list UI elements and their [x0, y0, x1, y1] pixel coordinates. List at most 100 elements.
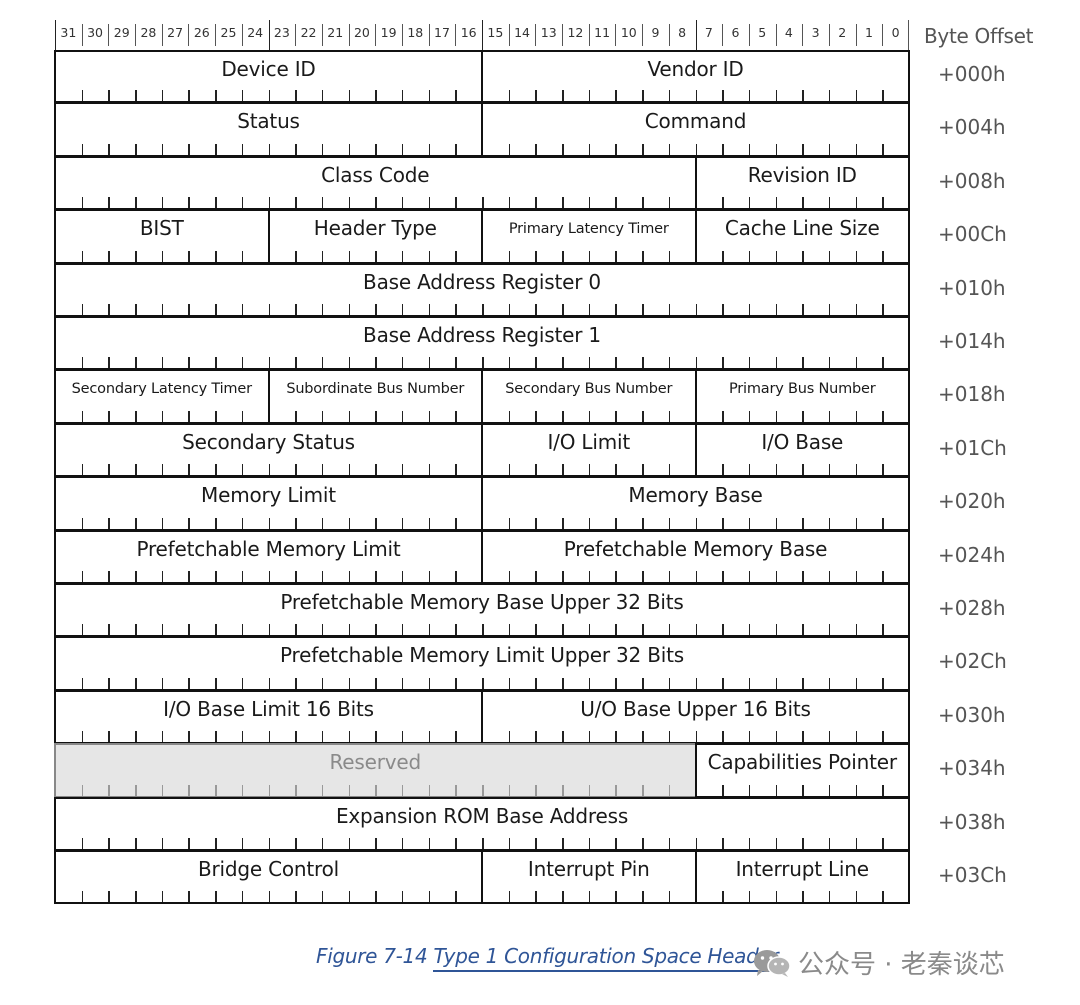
bit-tick — [882, 197, 884, 209]
bit-tick — [775, 90, 778, 102]
bit-tick — [188, 143, 190, 155]
register-grid: Device ID Vendor ID Status Command Class Cod… — [54, 50, 910, 905]
register-field: Memory Base — [481, 476, 910, 531]
bit-tick — [108, 250, 110, 262]
bit-tick — [375, 731, 377, 743]
bit-tick — [215, 677, 217, 689]
bit-tick — [642, 410, 644, 422]
bit-tick — [855, 891, 858, 903]
bit-tick — [321, 303, 324, 315]
bit-ticks — [697, 888, 909, 903]
bit-tick — [722, 677, 724, 689]
bit-ticks — [483, 515, 908, 529]
bit-ticks — [56, 194, 695, 209]
register-field: U/O Base Upper 16 Bits — [481, 689, 910, 745]
bit-tick — [695, 677, 697, 689]
bit-tick — [588, 517, 591, 529]
bit-number: 11 — [594, 25, 611, 40]
bit-tick — [401, 517, 404, 529]
bit-ticks — [56, 728, 481, 743]
bit-tick — [775, 250, 778, 262]
bit-tick — [375, 677, 377, 689]
bit-tick — [668, 197, 671, 209]
register-row: Prefetchable Memory Base Upper 32 Bits — [54, 583, 910, 638]
bit-tick — [722, 410, 724, 422]
bit-tick — [882, 90, 884, 102]
bit-tick — [775, 677, 778, 689]
bit-tick — [428, 303, 431, 315]
bit-tick — [428, 731, 431, 743]
bit-tick — [668, 250, 671, 262]
bit-tick — [428, 624, 431, 636]
bit-tick — [642, 891, 644, 903]
field-label: Prefetchable Memory Limit Upper 32 Bits — [280, 643, 684, 668]
bit-tick — [535, 731, 537, 743]
bit-tick — [135, 197, 137, 209]
bit-tick — [161, 250, 164, 262]
bit-tick — [588, 570, 591, 582]
bit-tick — [482, 837, 484, 849]
field-label: Header Type — [313, 216, 437, 241]
bit-separator — [348, 24, 350, 46]
bit-tick — [828, 410, 831, 422]
bit-ticks — [56, 354, 908, 369]
bit-tick — [268, 837, 270, 849]
bit-tick — [588, 90, 591, 102]
bit-number: 13 — [540, 25, 557, 40]
bit-separator — [535, 24, 537, 46]
bit-tick — [428, 784, 431, 796]
bit-tick — [775, 517, 778, 529]
byte-offset: +008h — [938, 168, 1006, 193]
bit-tick — [828, 624, 831, 636]
bit-tick — [348, 90, 351, 102]
bit-tick — [81, 143, 84, 155]
bit-tick — [108, 197, 110, 209]
bit-tick — [508, 197, 511, 209]
bit-tick — [775, 624, 778, 636]
byte-offset: +024h — [938, 542, 1006, 567]
bit-tick — [535, 624, 537, 636]
bit-tick — [375, 517, 377, 529]
bit-tick — [562, 303, 564, 315]
bit-tick — [535, 410, 537, 422]
bit-tick — [321, 677, 324, 689]
bit-tick — [748, 677, 751, 689]
bit-tick — [161, 410, 164, 422]
bit-tick — [455, 891, 457, 903]
bit-tick — [375, 357, 377, 369]
bit-tick — [855, 570, 858, 582]
bit-tick — [642, 464, 644, 476]
bit-ticks — [56, 621, 908, 636]
register-row: Secondary Latency Timer Subordinate Bus N… — [54, 369, 910, 424]
bit-tick — [135, 837, 137, 849]
bit-tick — [615, 357, 617, 369]
bit-tick — [241, 90, 244, 102]
bit-tick — [135, 570, 137, 582]
bit-tick — [348, 677, 351, 689]
bit-tick — [642, 677, 644, 689]
bit-tick — [295, 624, 297, 636]
bit-tick — [722, 250, 724, 262]
field-label: Memory Base — [628, 483, 763, 508]
field-label: Secondary Bus Number — [505, 381, 673, 398]
bit-tick — [188, 90, 190, 102]
bit-tick — [401, 624, 404, 636]
bit-tick — [268, 143, 270, 155]
bit-tick — [748, 90, 751, 102]
byte-offset: +03Ch — [938, 863, 1007, 887]
bit-tick — [748, 731, 751, 743]
bit-tick — [455, 303, 457, 315]
bit-tick — [188, 250, 190, 262]
bit-number: 12 — [567, 25, 584, 40]
bit-tick — [321, 90, 324, 102]
field-label: Base Address Register 0 — [363, 269, 601, 294]
bit-tick — [508, 570, 511, 582]
bit-number: 7 — [704, 25, 713, 40]
bit-tick — [535, 90, 537, 102]
bit-tick — [802, 517, 804, 529]
bit-tick — [321, 250, 324, 262]
bit-tick — [615, 464, 617, 476]
bit-separator — [615, 24, 617, 46]
bit-ticks — [483, 568, 908, 582]
bit-tick — [668, 464, 671, 476]
